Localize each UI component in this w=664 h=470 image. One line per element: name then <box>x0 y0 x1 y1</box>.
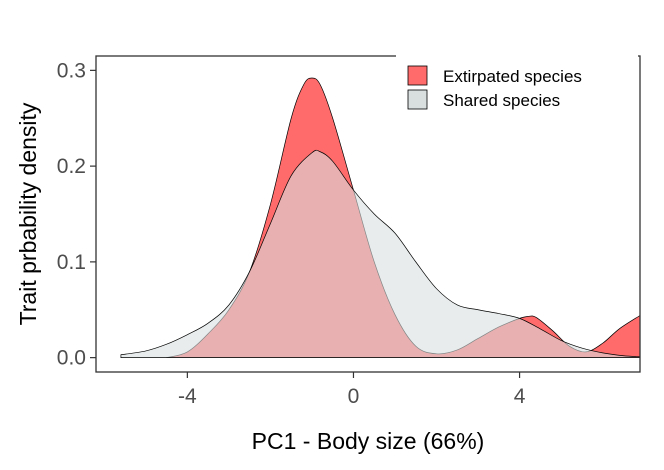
density-area-shared-species <box>120 149 640 358</box>
y-axis-title: Trait prbability density <box>15 102 41 325</box>
y-axis: 0.0 0.1 0.2 0.3 <box>57 59 96 370</box>
x-tick-label: 0 <box>348 385 360 408</box>
plot-panel-border <box>95 55 641 373</box>
y-tick-label: 0.0 <box>57 347 86 370</box>
x-axis-title: PC1 - Body size (66%) <box>252 428 485 454</box>
y-tick-label: 0.2 <box>57 155 86 178</box>
legend-background <box>396 54 638 118</box>
x-axis: -4 0 4 <box>178 372 526 408</box>
legend-key-shared <box>407 89 428 110</box>
legend: Extirpated species Shared species <box>396 54 638 118</box>
y-tick-label: 0.3 <box>57 59 86 82</box>
x-tick-label: 4 <box>514 385 526 408</box>
density-areas <box>120 77 640 358</box>
x-tick-label: -4 <box>178 385 197 408</box>
y-tick-label: 0.1 <box>57 251 86 274</box>
legend-label-shared: Shared species <box>443 91 560 110</box>
legend-label-extirpated: Extirpated species <box>443 67 582 86</box>
legend-key-extirpated <box>407 65 428 86</box>
